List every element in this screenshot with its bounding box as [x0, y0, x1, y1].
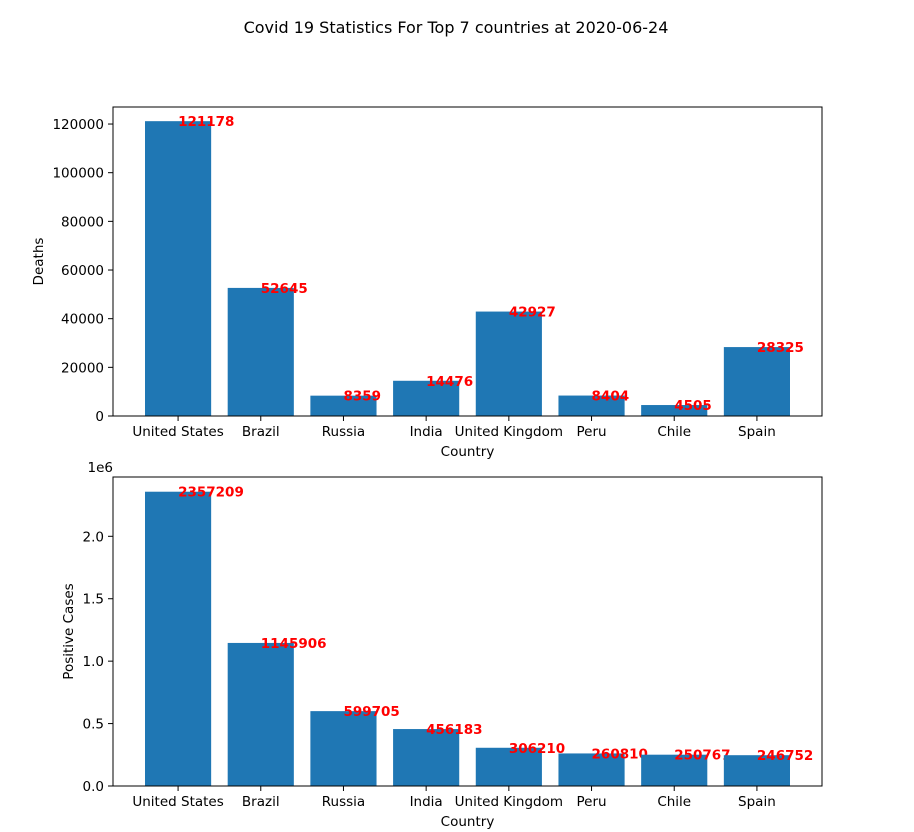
x-tick-label: India [410, 794, 443, 810]
data-label: 599705 [343, 704, 399, 720]
y-tick-label: 40000 [61, 312, 104, 328]
axes-frame [112, 106, 823, 417]
bar [393, 729, 460, 786]
axes-frame [112, 476, 823, 787]
x-tick-label: Spain [738, 794, 776, 810]
data-label: 42927 [509, 305, 556, 321]
x-tick-label: India [410, 424, 443, 440]
y-tick-label: 20000 [61, 360, 104, 376]
x-tick-label: United States [132, 424, 223, 440]
x-tick-label: Spain [738, 424, 776, 440]
figure-title: Covid 19 Statistics For Top 7 countries … [244, 18, 669, 37]
y-axis-label: Deaths [31, 238, 47, 286]
data-label: 121178 [178, 114, 234, 130]
bar [558, 753, 625, 786]
bar [310, 711, 377, 786]
x-tick-label: United Kingdom [455, 794, 563, 810]
bar [145, 121, 212, 417]
x-axis-label: Country [441, 444, 495, 460]
y-tick-label: 100000 [52, 166, 104, 182]
x-tick-label: United Kingdom [455, 424, 563, 440]
x-tick-label: United States [132, 794, 223, 810]
x-tick-label: Peru [577, 424, 607, 440]
y-tick-label: 1.0 [83, 654, 104, 670]
positive-cases-chart: 2357209 United States 1145906 Brazil 599705 R… [61, 460, 823, 830]
bar [723, 347, 790, 416]
x-tick-label: Russia [322, 424, 365, 440]
deaths-chart: 121178 United States 52645 Brazil 8359 Russia… [31, 106, 823, 460]
y-tick-label: 120000 [52, 117, 104, 133]
bar [227, 287, 294, 416]
bar [475, 311, 542, 416]
data-label: 246752 [757, 748, 813, 764]
x-axis-label: Country [441, 814, 495, 830]
y-tick-label: 1.5 [83, 592, 104, 608]
y-tick-label: 0 [95, 409, 104, 425]
data-label: 1145906 [261, 636, 327, 652]
data-label: 4505 [674, 398, 712, 414]
data-label: 8404 [592, 389, 630, 405]
y-tick-label: 80000 [61, 214, 104, 230]
data-label: 260810 [592, 746, 648, 762]
data-label: 2357209 [178, 485, 244, 501]
y-tick-label: 2.0 [83, 529, 104, 545]
x-tick-label: Peru [577, 794, 607, 810]
y-tick-label: 60000 [61, 263, 104, 279]
data-label: 456183 [426, 722, 482, 738]
bar [558, 395, 625, 416]
x-tick-label: Brazil [242, 424, 280, 440]
data-label: 8359 [343, 389, 381, 405]
data-label: 14476 [426, 374, 473, 390]
x-tick-label: Brazil [242, 794, 280, 810]
y-tick-label: 0.5 [83, 717, 104, 733]
x-tick-label: Russia [322, 794, 365, 810]
y-offset-label: 1e6 [88, 460, 113, 476]
bar [145, 491, 212, 786]
bar [393, 380, 460, 416]
x-tick-label: Chile [657, 424, 691, 440]
y-axis-label: Positive Cases [61, 583, 77, 679]
bar [475, 747, 542, 786]
bar [641, 405, 708, 416]
data-label: 306210 [509, 741, 565, 757]
x-tick-label: Chile [657, 794, 691, 810]
data-label: 250767 [674, 748, 730, 764]
bar [641, 754, 708, 786]
data-label: 52645 [261, 281, 308, 297]
data-label: 28325 [757, 340, 804, 356]
bar [310, 395, 377, 416]
bar [227, 642, 294, 786]
bar [723, 755, 790, 786]
y-tick-label: 0.0 [83, 779, 104, 795]
